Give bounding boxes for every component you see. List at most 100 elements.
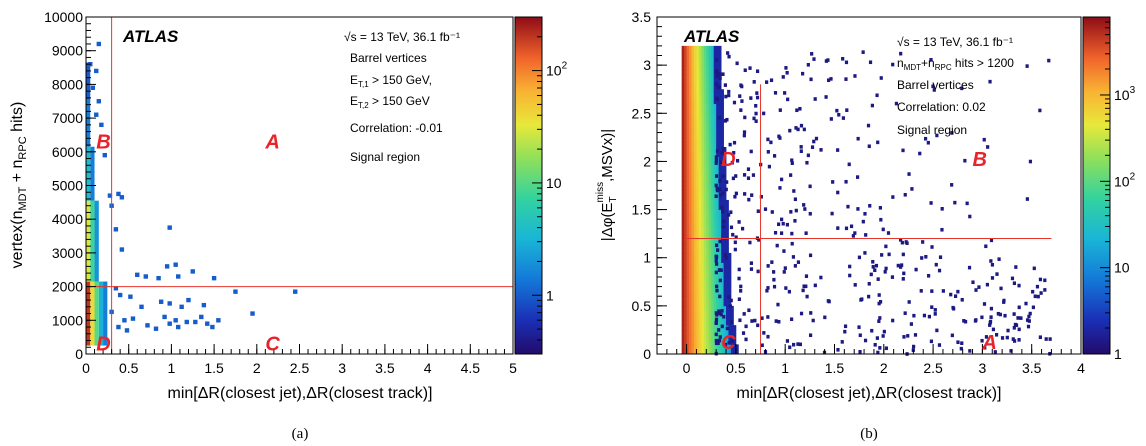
heatmap-cell (693, 55, 697, 61)
heatmap-cell (693, 334, 697, 340)
heatmap-cell (721, 262, 724, 268)
heatmap-cell (718, 127, 722, 133)
data-point (1043, 288, 1047, 292)
data-point (737, 220, 741, 224)
heatmap-cell (703, 301, 707, 307)
data-point (1012, 339, 1017, 343)
y-tick-label: 2000 (52, 279, 83, 295)
heatmap-cell (701, 334, 705, 340)
data-point (1024, 301, 1028, 306)
heatmap-cell (686, 166, 690, 172)
heatmap-cell (711, 190, 715, 196)
heatmap-cell (711, 146, 715, 153)
y-tick-label: 7000 (52, 110, 83, 126)
heatmap-cell (693, 45, 697, 52)
data-point (938, 255, 943, 259)
data-point (737, 297, 741, 302)
heatmap-cell (703, 175, 707, 182)
heatmap-cell (684, 122, 687, 129)
heatmap-cell (681, 257, 685, 263)
x-tick-label: 2 (880, 360, 888, 376)
heatmap-cell (716, 325, 720, 331)
heatmap-cell (701, 281, 705, 287)
heatmap-cell (718, 132, 722, 138)
data-point (782, 270, 786, 274)
data-point (1036, 294, 1040, 299)
annotation-barrel-a: Barrel vertices (350, 51, 427, 65)
heatmap-cell (721, 142, 724, 148)
data-point (792, 342, 796, 347)
heatmap-cell (721, 127, 724, 133)
heatmap-cell (701, 185, 705, 191)
heatmap-cell (703, 98, 707, 105)
data-point (732, 151, 736, 155)
heatmap-cell (721, 89, 724, 95)
annotation-correlation-b: Correlation: 0.02 (897, 100, 986, 114)
heatmap-cell (708, 113, 712, 119)
data-point (844, 226, 849, 231)
heatmap-cell (698, 166, 702, 172)
heatmap-cell (684, 257, 687, 263)
heatmap-cell (703, 214, 707, 220)
data-point (809, 311, 813, 315)
heatmap-cell (686, 161, 690, 167)
heatmap-cell (696, 89, 700, 95)
heatmap-cell (706, 94, 710, 100)
heatmap-cell (730, 334, 734, 340)
data-point (727, 340, 731, 345)
heatmap-cell (691, 69, 695, 76)
heatmap-cell (681, 252, 685, 259)
heatmap-cell (681, 89, 685, 95)
data-point (720, 150, 724, 155)
heatmap-cell (718, 118, 722, 124)
data-point (801, 288, 805, 293)
heatmap-cell (701, 344, 705, 350)
data-point (985, 282, 989, 287)
heatmap-cell (696, 74, 700, 80)
heatmap-cell (706, 305, 710, 312)
heatmap-cell (718, 248, 722, 254)
heatmap-cell (713, 344, 717, 350)
heatmap-cell (708, 214, 712, 220)
data-point (912, 344, 916, 349)
data-point (983, 345, 987, 350)
heatmap-cell (696, 180, 700, 186)
heatmap-cell (713, 233, 717, 239)
heatmap-cell (681, 224, 685, 230)
x-tick-label: 4.5 (461, 360, 481, 376)
heatmap-cell (708, 195, 712, 201)
heatmap-cell (721, 339, 724, 345)
heatmap-cell (684, 272, 687, 278)
heatmap-cell (706, 132, 710, 138)
heatmap-cell (711, 171, 715, 177)
data-point (804, 274, 809, 278)
heatmap-cell (686, 257, 690, 263)
heatmap-cell (691, 233, 695, 239)
data-point (1017, 327, 1021, 332)
heatmap-cell (681, 315, 685, 321)
heatmap-cell (689, 334, 692, 340)
data-point (784, 286, 788, 290)
heatmap-cell (706, 84, 710, 90)
heatmap-cell (701, 339, 705, 345)
data-point (793, 197, 797, 202)
data-point (772, 154, 777, 158)
heatmap-cell (708, 79, 712, 85)
annotation-signal-region-b: Signal region (897, 123, 967, 137)
heatmap-cell (708, 180, 712, 186)
heatmap-cell (723, 296, 727, 302)
heatmap-cell (689, 137, 692, 143)
heatmap-cell (696, 166, 700, 172)
data-point (752, 116, 756, 121)
heatmap-cell (728, 262, 732, 268)
heatmap-cell (689, 156, 692, 162)
heatmap-cell (684, 339, 687, 345)
annotation-et2-a: ET,2 > 150 GeV (350, 94, 430, 110)
data-point (801, 71, 805, 76)
heatmap-cell (696, 272, 700, 278)
heatmap-cell (686, 310, 690, 316)
data-point (811, 318, 815, 323)
data-point (1028, 159, 1033, 164)
heatmap-cell (698, 175, 702, 182)
heatmap-cell (693, 301, 697, 307)
